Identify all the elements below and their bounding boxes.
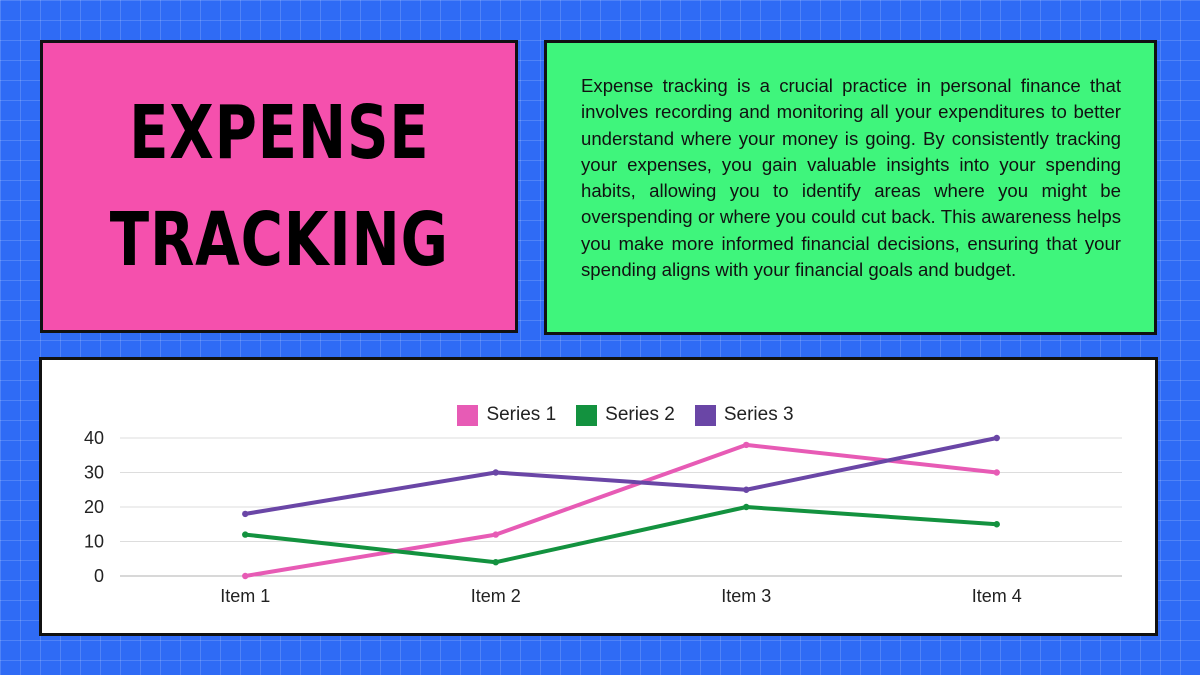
series-1-point [993,469,1000,476]
series-1-point [743,441,750,449]
y-tick-label: 0 [94,566,104,586]
series-1-point [242,572,249,580]
series-1-line [243,442,999,578]
description-text: Expense tracking is a crucial practice i… [581,75,1121,281]
legend-item-series-3: Series 3 [694,404,794,426]
series-3-point [242,510,249,518]
legend-swatch-series-2 [576,404,598,426]
legend-item-series-1: Series 1 [457,404,556,426]
series-3-point [993,434,1000,442]
x-tick-label: Item 1 [220,586,270,606]
title-line-1: EXPENSE [128,89,430,176]
series-2-point [492,559,499,566]
legend-label-series-2: Series 2 [605,404,675,425]
series-2-point [993,521,1000,528]
series-3-point [743,486,750,493]
series-1-point [492,531,499,538]
legend-item-series-2: Series 2 [576,404,675,426]
title-panel: EXPENSE TRACKING [40,40,518,333]
legend-label-series-3: Series 3 [723,404,794,425]
y-tick-label: 30 [84,463,104,483]
x-tick-label: Item 3 [721,586,771,606]
chart-panel: Series 1 Series 2 Series 3 0 10 20 30 40 Item… [39,357,1158,636]
x-tick-label: Item 2 [471,586,521,606]
x-tick-label: Item 4 [972,586,1022,606]
title-line-2: TRACKING [109,196,449,283]
legend-swatch-series-3 [694,404,716,426]
legend-label-series-1: Series 1 [486,404,557,425]
line-chart: 0 10 20 30 40 Item 1 Item 2 Item 3 Item 4 [84,428,1122,606]
slide-title: EXPENSE TRACKING [110,80,449,293]
y-tick-label: 40 [84,428,104,448]
series-2-point [743,503,750,511]
description-panel: Expense tracking is a crucial practice i… [544,40,1157,335]
y-tick-label: 20 [84,497,104,517]
series-3-line [243,436,999,516]
chart-legend: Series 1 Series 2 Series 3 [42,404,1155,426]
series-2-point [242,531,249,538]
series-2-line [243,505,999,565]
y-tick-label: 10 [84,532,104,552]
series-3-point [492,469,499,476]
legend-swatch-series-1 [457,404,479,426]
